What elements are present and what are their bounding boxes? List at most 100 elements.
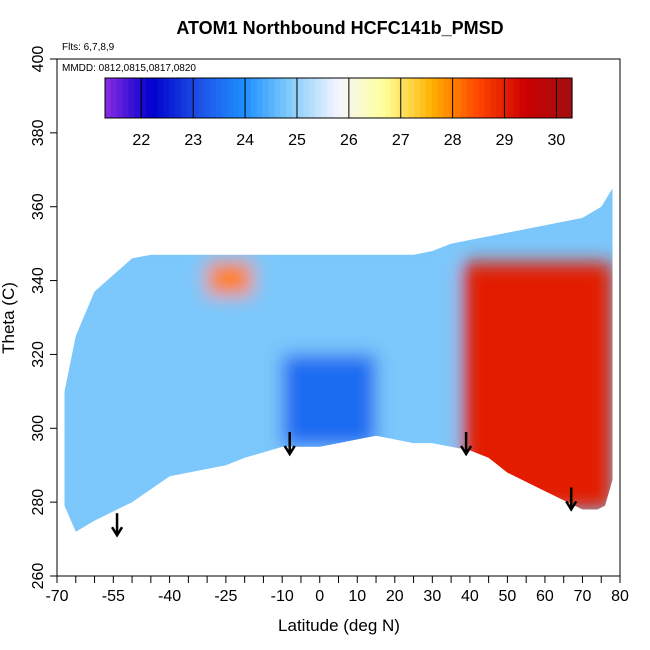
x-tick-label: 40 [461, 588, 479, 605]
colorbar-segment [105, 78, 112, 118]
colorbar-tick-label: 25 [288, 132, 306, 149]
x-tick-label: 80 [611, 588, 629, 605]
colorbar-segment [560, 78, 567, 118]
dates-annotation: MMDD: 0812,0815,0817,0820 [62, 63, 196, 74]
x-tick-label: -55 [102, 588, 125, 605]
colorbar-segment [291, 78, 299, 118]
colorbar-segment [437, 78, 445, 118]
y-axis-label: Theta (C) [0, 282, 18, 354]
colorbar-segment [280, 78, 287, 118]
colorbar-segment [227, 78, 235, 118]
x-tick-label: 60 [536, 588, 554, 605]
colorbar-segment [385, 78, 392, 118]
colorbar-segment [262, 78, 270, 118]
colorbar-segment [215, 78, 223, 118]
colorbar-segment [233, 78, 240, 118]
colorbar-segment [350, 78, 357, 118]
colorbar-segment [128, 78, 135, 118]
colorbar-segment [379, 78, 386, 118]
heatmap-field [64, 188, 613, 532]
colorbar-frame [104, 77, 573, 119]
colorbar-segment [309, 78, 316, 118]
x-tick-label: -40 [158, 588, 181, 605]
colorbar-segment [180, 78, 188, 118]
colorbar-segment [478, 78, 486, 118]
colorbar-segment [344, 78, 351, 118]
colorbar-segment [501, 78, 509, 118]
arrow-marker [110, 513, 124, 538]
colorbar-segment [402, 78, 410, 118]
colorbar-segment [548, 78, 556, 118]
arrow-marker [565, 487, 578, 512]
colorbar-segment [326, 78, 334, 118]
colorbar-tick-label: 23 [184, 132, 202, 149]
colorbar-segment [507, 78, 515, 118]
colorbar-tick-label: 26 [340, 132, 358, 149]
x-tick-label: -70 [45, 588, 68, 605]
colorbar-segment [542, 78, 550, 118]
colorbar-segment [496, 78, 503, 118]
colorbar-segment [414, 78, 421, 118]
x-tick-label: 50 [499, 588, 517, 605]
colorbar-segment [245, 78, 252, 118]
colorbar-segment [256, 78, 264, 118]
arrow-marker [283, 431, 296, 457]
colorbar-segment [396, 78, 404, 118]
colorbar-segment [297, 78, 305, 118]
colorbar-segment [210, 78, 217, 118]
x-axis-label: Latitude (deg N) [278, 616, 400, 635]
y-tick-label: 260 [30, 563, 47, 590]
colorbar-tick-label: 22 [132, 132, 150, 149]
colorbar-segment [431, 78, 439, 118]
colorbar-segment [175, 78, 182, 118]
colorbar-segment [455, 78, 462, 118]
y-tick-label: 320 [30, 341, 47, 368]
x-axis: -70 -55 -40 -25 -10 0 10 20 30 40 50 60 70 80 [45, 576, 629, 605]
colorbar-segment [484, 78, 491, 118]
colorbar-tick-label: 29 [496, 132, 514, 149]
colorbar-segment [192, 78, 199, 118]
y-tick-label: 400 [30, 46, 47, 73]
arrow-markers [110, 431, 578, 538]
colorbar-segment [525, 78, 532, 118]
colorbar-segment [274, 78, 281, 118]
colorbar-segment [134, 78, 141, 118]
colorbar-segment [163, 78, 170, 118]
y-tick-label: 300 [30, 415, 47, 442]
colorbar-segment [303, 78, 310, 118]
chart-title: ATOM1 Northbound HCFC141b_PMSD [176, 18, 503, 38]
colorbar-tick-label: 27 [392, 132, 410, 149]
colorbar-segment [566, 78, 573, 118]
y-tick-label: 360 [30, 193, 47, 220]
x-tick-label: 70 [574, 588, 592, 605]
colorbar-segment [472, 78, 480, 118]
y-tick-label: 340 [30, 267, 47, 294]
colorbar-segment [204, 78, 211, 118]
colorbar-segment [122, 78, 129, 118]
colorbar-segment [461, 78, 468, 118]
colorbar-tick-label: 24 [236, 132, 254, 149]
colorbar-segment [367, 78, 375, 118]
colorbar-segment [391, 78, 398, 118]
arrow-marker [460, 431, 473, 457]
colorbar-segment [531, 78, 538, 118]
colorbar-segment [490, 78, 497, 118]
colorbar-segment [221, 78, 229, 118]
colorbar-segment [186, 78, 194, 118]
x-tick-label: -25 [214, 588, 237, 605]
colorbar-segment [513, 78, 521, 118]
colorbar-segment [466, 78, 474, 118]
colorbar-segment [140, 78, 147, 118]
colorbar-segment [408, 78, 415, 118]
field-region [64, 254, 452, 532]
colorbar-segment [332, 78, 340, 118]
field-region [462, 262, 613, 510]
colorbar-segment [320, 78, 328, 118]
colorbar: 22 23 24 25 26 27 28 29 30 [104, 77, 573, 149]
colorbar-segment [420, 78, 427, 118]
x-tick-label: 0 [315, 588, 324, 605]
colorbar-segment [151, 78, 159, 118]
colorbar-segment [536, 78, 544, 118]
y-tick-label: 380 [30, 119, 47, 146]
